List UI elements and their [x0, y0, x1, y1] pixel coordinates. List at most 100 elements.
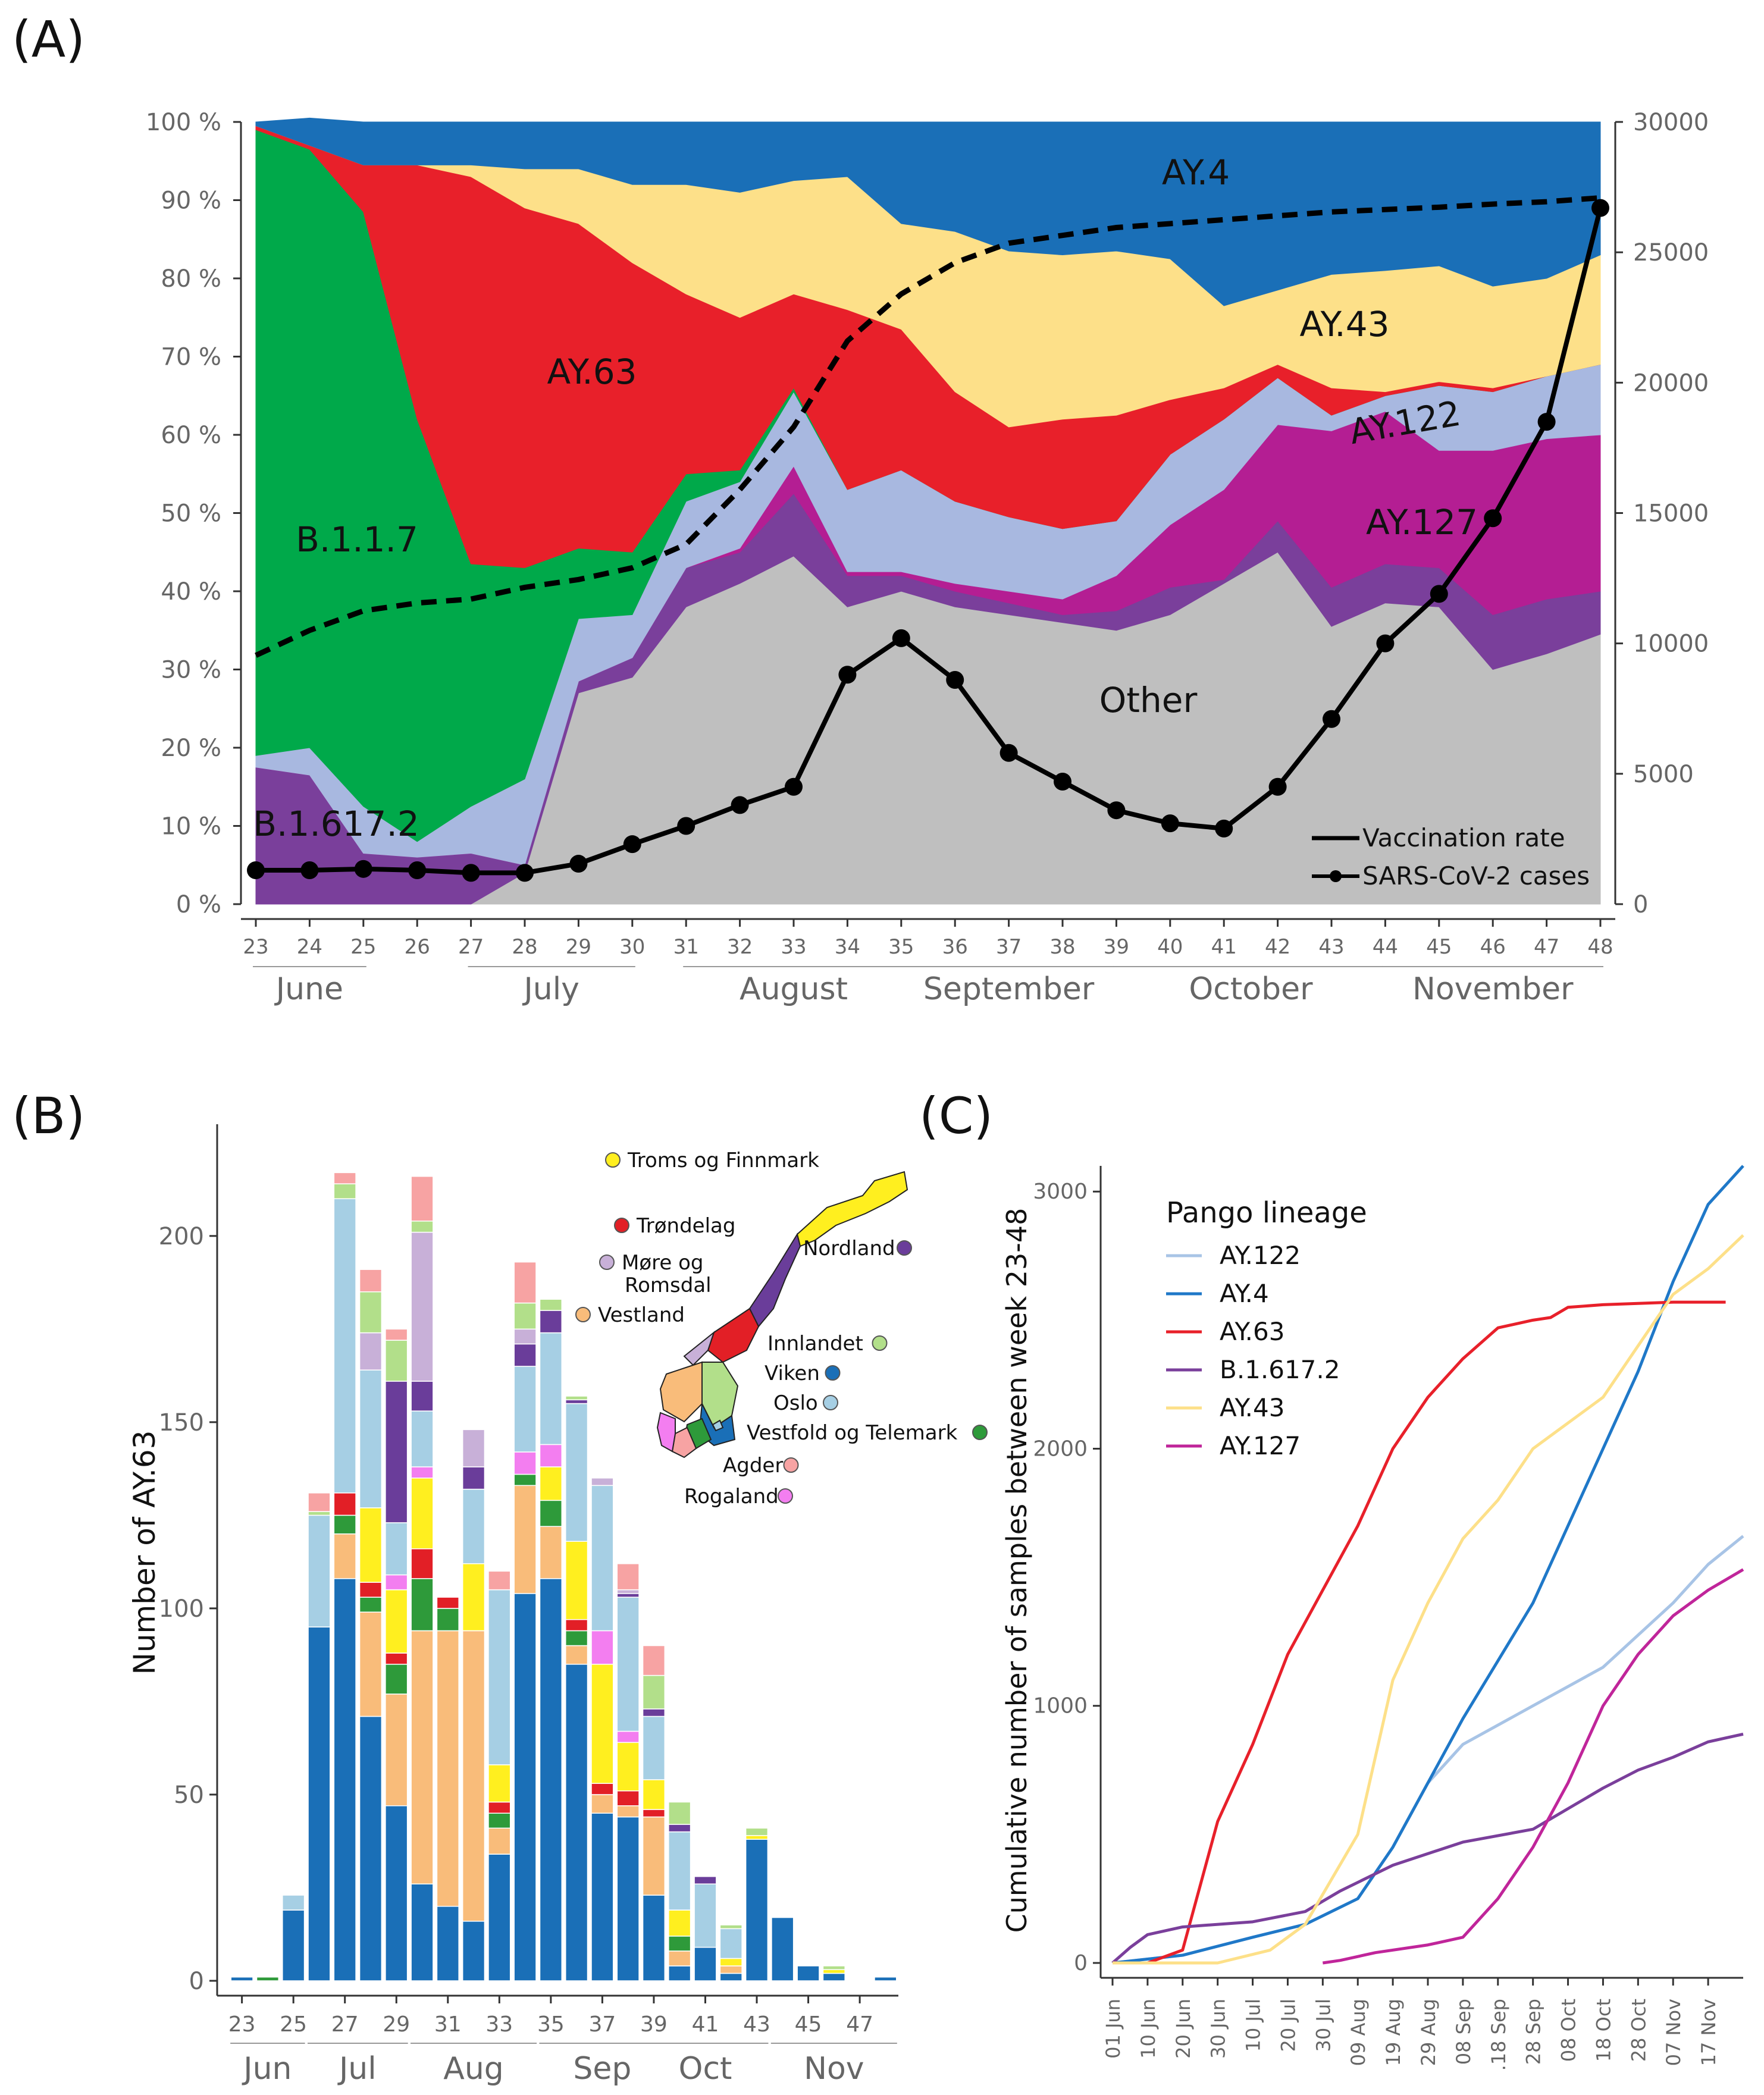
bar-segment-vestfold-og-telemark — [513, 1473, 537, 1486]
month-label: Oct — [679, 2051, 732, 2087]
norway-region-map: Troms og Finnmark Trøndelag Nordland Møre o… — [575, 1149, 988, 1508]
bar-segment-vestland — [488, 1827, 511, 1855]
bar-segment-vestland — [436, 1630, 459, 1907]
bar-segment-tr-ndelag — [488, 1801, 511, 1814]
month-label: November — [1412, 971, 1574, 1007]
bar-segment-m-re-og-romsdal — [513, 1328, 537, 1345]
bar-segment-oslo — [668, 1965, 691, 1981]
bar-segment-agder — [488, 1570, 511, 1591]
y-left-tick-label: 30 % — [161, 657, 221, 684]
legend-label-ay-122: AY.122 — [1220, 1241, 1301, 1270]
bar-segment-tr-ndelag — [565, 1619, 588, 1632]
bar-segment-tr-ndelag — [385, 1652, 408, 1665]
y-right-tick-label: 0 — [1633, 891, 1648, 918]
x-tick-label: 37 — [996, 935, 1022, 959]
cases-point — [1000, 744, 1018, 762]
bar-segment-vestland — [513, 1485, 537, 1594]
map-dot-vestfold-og-telemark — [972, 1425, 988, 1440]
bar-segment-vestland — [591, 1794, 614, 1814]
map-label-tr-ndelag: Trøndelag — [636, 1214, 735, 1238]
bar-segment-nordland — [616, 1593, 640, 1598]
x-tick-label: 44 — [1373, 935, 1398, 959]
cases-point — [408, 861, 427, 880]
line-ay-127 — [1322, 1568, 1744, 1965]
bar-segment-rogaland — [385, 1574, 408, 1591]
x-tick-label: 39 — [1104, 935, 1129, 959]
bar-segment-vestfold-og-telemark — [385, 1664, 408, 1695]
x-tick-label: 39 — [640, 2012, 668, 2037]
bar-segment-oslo — [591, 1812, 614, 1981]
bar-segment-innlandet — [359, 1291, 383, 1334]
x-tick-label: 27 — [331, 2012, 359, 2037]
x-tick-label: 23 — [228, 2012, 256, 2037]
bar-segment-agder — [411, 1175, 434, 1222]
bar-segment-viken — [616, 1597, 640, 1732]
x-tick-label: 29 — [383, 2012, 410, 2037]
cases-point — [1430, 585, 1448, 603]
x-tick-label: 35 — [537, 2012, 565, 2037]
map-label-nordland: Nordland — [803, 1237, 895, 1260]
bar-segment-oslo — [797, 1965, 820, 1981]
x-tick-label: 19 Aug — [1382, 1999, 1405, 2066]
bar-segment-troms-og-finnmark — [411, 1478, 434, 1550]
x-tick-label: 38 — [1049, 935, 1075, 959]
y-tick-label: 0 — [189, 1968, 204, 1995]
bar-segment-oslo — [874, 1976, 897, 1981]
panel-label-b: (B) — [12, 1087, 85, 1145]
map-dot-tr-ndelag — [614, 1218, 629, 1233]
region-oslo — [712, 1419, 724, 1432]
cases-point — [1107, 801, 1126, 820]
cases-point — [247, 861, 265, 880]
cases-point — [354, 860, 372, 878]
map-label-oslo: Oslo — [773, 1391, 818, 1415]
bar-segment-tr-ndelag — [436, 1597, 459, 1609]
bar-segment-troms-og-finnmark — [385, 1589, 408, 1654]
bar-segment-vestland — [565, 1645, 588, 1665]
y-left-tick-label: 20 % — [161, 735, 221, 762]
y-left-tick-label: 90 % — [161, 187, 221, 215]
cases-point — [1054, 772, 1071, 791]
bar-segment-nordland — [565, 1399, 588, 1404]
map-label-agder: Agder — [723, 1454, 783, 1478]
bar-segment-viken — [668, 1831, 691, 1911]
map-dot-nordland — [897, 1240, 912, 1256]
x-tick-label: 24 — [297, 935, 322, 959]
bar-segment-vestland — [539, 1526, 563, 1579]
bar-segment-agder — [333, 1172, 356, 1184]
x-tick-label: 30 Jul — [1312, 1999, 1334, 2052]
bar-segment-nordland — [642, 1708, 666, 1717]
chart-a-stacked-area: AY.4AY.43AY.63AY.122AY.127B.1.1.7B.1.617… — [146, 109, 1709, 1007]
region-vestland — [659, 1361, 703, 1423]
y-right-tick-label: 10000 — [1633, 631, 1709, 658]
panel-label-c: (C) — [919, 1087, 993, 1145]
x-tick-label: 43 — [1318, 935, 1344, 959]
cases-point — [1376, 634, 1395, 653]
bar-segment-agder — [308, 1492, 331, 1512]
map-label-vestfold-og-telemark: Vestfold og Telemark — [747, 1421, 958, 1445]
map-dot-innlandet — [872, 1335, 888, 1351]
bar-segment-nordland — [694, 1876, 717, 1884]
bar-segment-viken — [385, 1522, 408, 1576]
region-more-og-romsdal — [683, 1331, 716, 1366]
area-label-other: Other — [1099, 680, 1198, 720]
area-label-ay-43: AY.43 — [1299, 304, 1389, 344]
x-tick-label: 36 — [942, 935, 968, 959]
bar-segment-troms-og-finnmark — [822, 1969, 845, 1974]
line-ay-63 — [1113, 1300, 1726, 1965]
y-right-tick-label: 5000 — [1633, 761, 1694, 788]
bar-segment-rogaland — [411, 1466, 434, 1479]
month-label: Nov — [804, 2051, 864, 2087]
bar-segment-oslo — [565, 1664, 588, 1981]
x-tick-label: 47 — [1534, 935, 1559, 959]
bar-segment-rogaland — [539, 1444, 563, 1467]
bar-segment-viken — [308, 1514, 331, 1627]
bar-segment-agder — [359, 1269, 383, 1293]
bar-segment-troms-og-finnmark — [539, 1466, 563, 1501]
bar-segment-oslo — [282, 1909, 305, 1981]
area-label-b-1-1-7: B.1.1.7 — [296, 519, 418, 560]
bar-segment-vestland — [642, 1816, 666, 1896]
y-left-tick-label: 50 % — [161, 500, 221, 528]
map-label-rogaland: Rogaland — [684, 1485, 779, 1508]
legend-vaccination-label: Vaccination rate — [1362, 823, 1565, 852]
map-label-romsdal: Romsdal — [625, 1274, 712, 1297]
